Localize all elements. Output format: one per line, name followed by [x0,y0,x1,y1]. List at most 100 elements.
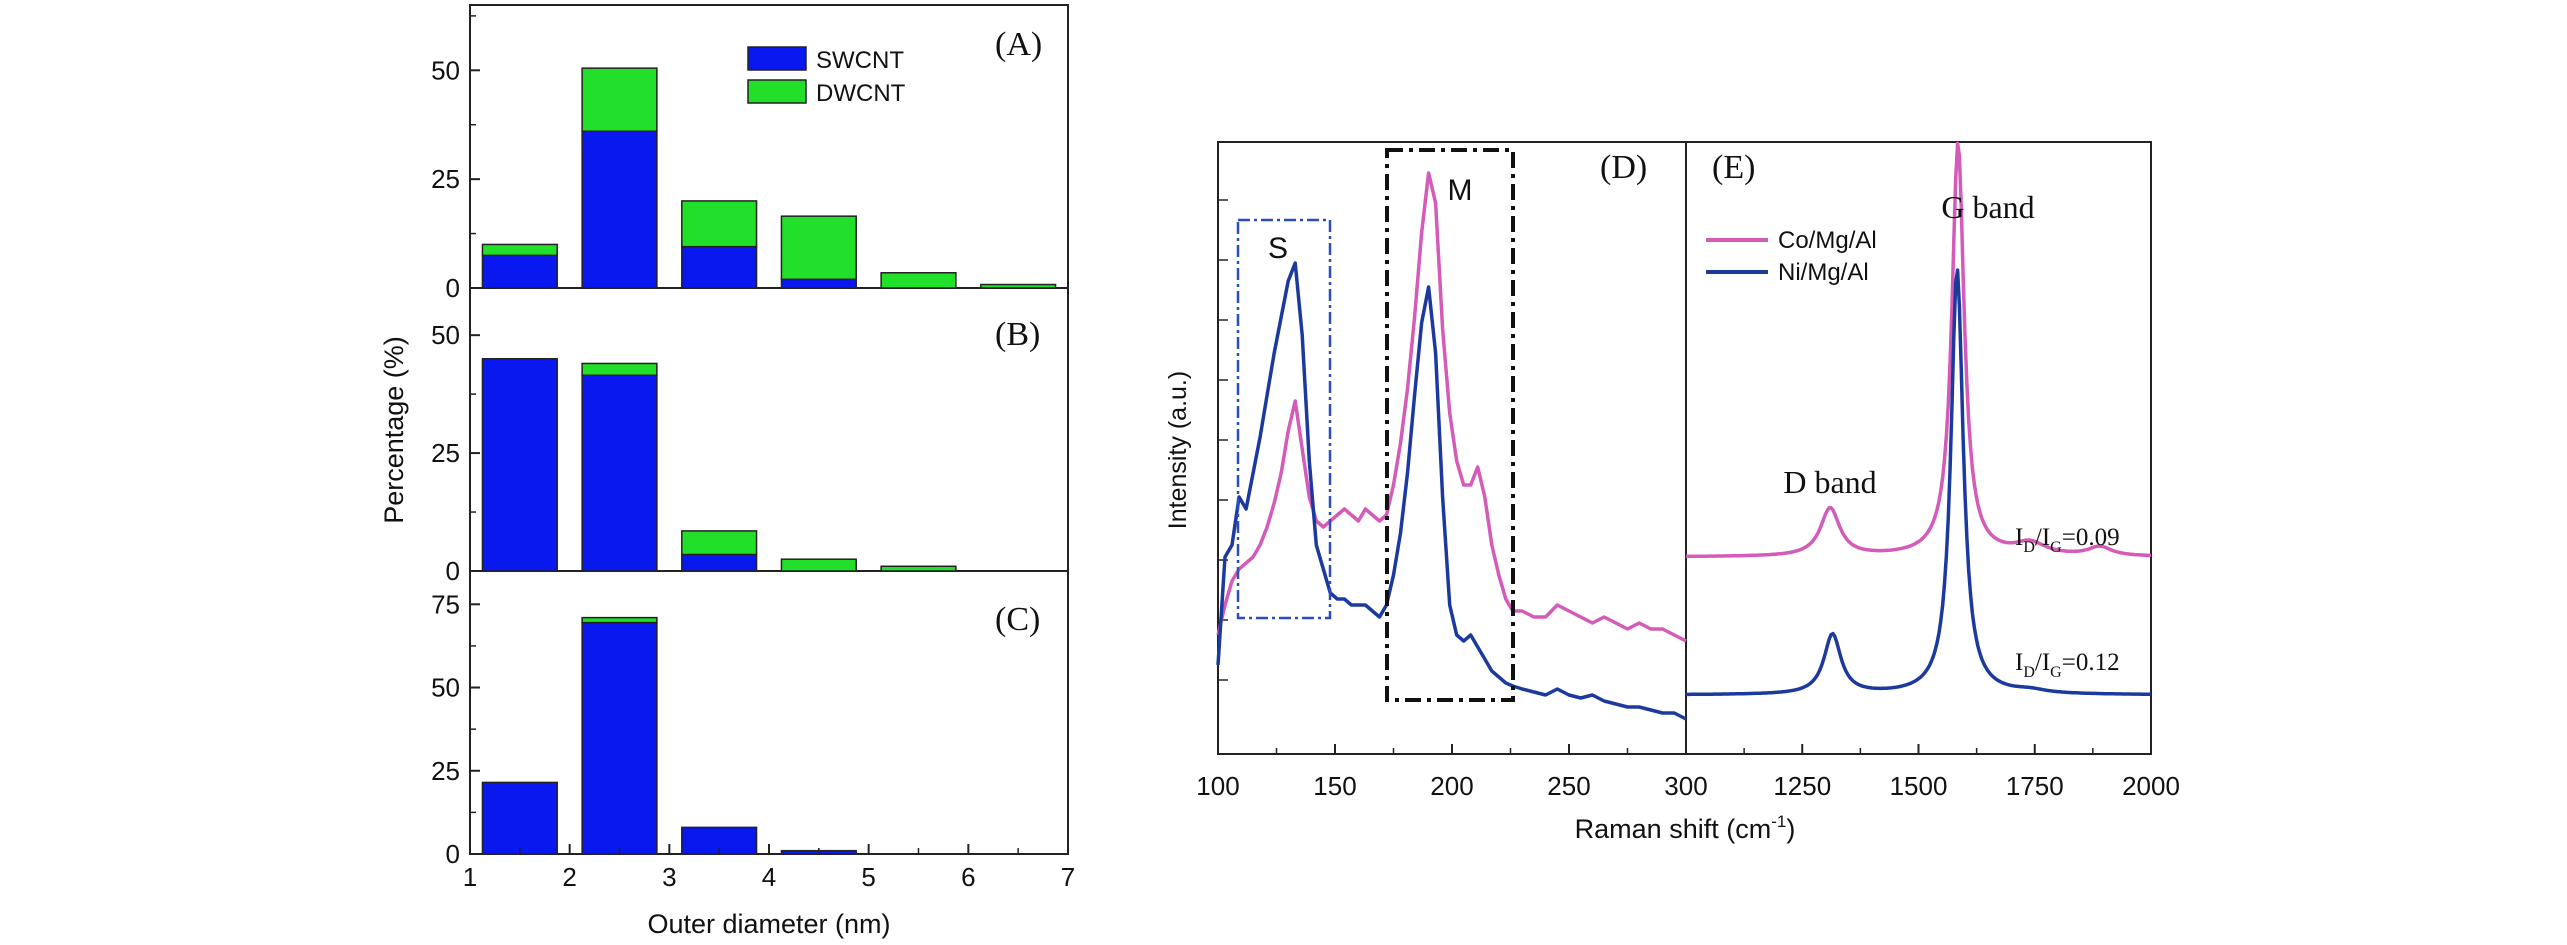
ytick-label-c-2: 50 [431,673,460,703]
legend-label-co: Co/Mg/Al [1778,227,1877,254]
raman-xlabel-end: ) [1786,814,1795,844]
m-region-box [1385,148,1515,702]
bars-panel-b [481,358,957,572]
svg-text:ID/IG=0.12: ID/IG=0.12 [2015,649,2120,681]
bar-a-swcnt-0 [481,254,558,289]
xtick-label-left-0: 1 [463,862,477,892]
spectrum-e-co [1686,141,2151,559]
ratio-ni-sub-g: G [2050,664,2062,681]
ratio-co-slash: /I [2035,524,2050,551]
ytick-label-a-0: 0 [446,273,460,303]
xtick-label-left-2: 3 [662,862,676,892]
svg-text:ID/IG=0.09: ID/IG=0.09 [2015,524,2120,556]
xtick-label-left-4: 5 [861,862,875,892]
ytick-label-c-1: 25 [431,756,460,786]
panel-label-a: (A) [995,26,1042,63]
bar-c-swcnt-0 [481,781,558,855]
ratio-label-co: ID/IG=0.09 [2015,524,2120,556]
spectrum-d-ni [1216,261,1687,721]
ratio-co-sub-d: D [2023,539,2035,556]
panel-d-frame [1217,141,1687,755]
ratio-co-i: I [2015,524,2023,551]
bar-a-dwcnt-2 [681,200,758,248]
bar-a-dwcnt-4 [880,272,957,289]
bar-c-dwcnt-1 [581,616,658,624]
panel-c-frame [469,570,1069,855]
xtick-label-e-2: 1750 [2006,771,2064,801]
bar-b-dwcnt-3 [780,558,857,572]
g-band-label: G band [1941,189,2034,225]
raman-xlabel-sup: -1 [1771,812,1786,831]
bar-b-swcnt-1 [581,374,658,572]
histogram-panels: 0 25 50 0 25 50 0 25 50 75 1 2 3 4 5 6 7 (A) (B) (C) SWC… [379,4,1075,939]
bar-b-swcnt-0 [481,358,558,572]
legend-label-swcnt: SWCNT [816,47,904,74]
bars-panel-a [481,67,1057,289]
spectrum-d-co [1216,171,1687,643]
xtick-label-left-1: 2 [562,862,576,892]
s-region-box [1236,218,1332,620]
right-axis-ticks: 100 150 200 250 300 1250 1500 1750 2000 [1196,199,2180,801]
bar-a-dwcnt-0 [481,243,558,257]
left-axis-ticks: 0 25 50 0 25 50 0 25 50 75 1 2 3 4 5 6 7 [431,15,1075,892]
bar-a-dwcnt-3 [780,215,857,281]
histogram-legend: SWCNT DWCNT [747,46,906,107]
s-region-label: S [1268,232,1288,265]
raman-xlabel-main: Raman shift (cm [1575,814,1772,844]
bar-a-swcnt-3 [780,278,857,289]
bar-b-dwcnt-1 [581,362,658,377]
ratio-ni-i: I [2015,649,2023,676]
xtick-label-d-3: 250 [1547,771,1590,801]
ytick-label-b-2: 50 [431,320,460,350]
legend-swatch-dwcnt [747,79,807,104]
ratio-co-value: =0.09 [2062,524,2120,551]
bar-a-swcnt-2 [681,245,758,289]
panel-label-b: (B) [995,316,1040,353]
xtick-label-left-5: 6 [961,862,975,892]
legend-label-dwcnt: DWCNT [816,80,906,107]
bar-b-dwcnt-2 [681,530,758,556]
ytick-label-c-0: 0 [446,839,460,869]
bar-a-dwcnt-1 [581,67,658,133]
bar-a-dwcnt-5 [980,283,1057,289]
x-axis-label-raman-shift: Raman shift (cm-1) [1575,812,1796,844]
ratio-ni-value: =0.12 [2062,649,2120,676]
panel-label-d: (D) [1600,149,1647,186]
xtick-label-d-0: 100 [1196,771,1239,801]
y-axis-label-percentage: Percentage (%) [379,336,409,524]
ratio-label-ni: ID/IG=0.12 [2015,649,2120,681]
xtick-label-e-3: 2000 [2122,771,2180,801]
ratio-ni-slash: /I [2035,649,2050,676]
bar-a-swcnt-1 [581,130,658,289]
xtick-label-e-1: 1500 [1890,771,1948,801]
panel-label-e: (E) [1712,149,1755,186]
legend-swatch-swcnt [747,46,807,71]
spectrum-e-ni [1686,268,2151,697]
raman-legend: Co/Mg/Al Ni/Mg/Al [1706,227,1877,286]
bars-panel-c [481,616,857,855]
ytick-label-a-1: 25 [431,164,460,194]
ratio-ni-sub-d: D [2023,664,2035,681]
ytick-label-b-0: 0 [446,556,460,586]
y-axis-label-intensity: Intensity (a.u.) [1164,371,1192,529]
spectra-panel-d [1216,171,1687,721]
panel-label-c: (C) [995,601,1040,638]
legend-label-ni: Ni/Mg/Al [1778,259,1869,286]
ytick-label-a-2: 50 [431,55,460,85]
m-region-label: M [1448,174,1473,207]
xtick-label-d-1: 150 [1313,771,1356,801]
raman-panels: 100 150 200 250 300 1250 1500 1750 2000 S M (D) … [1164,141,2180,844]
d-band-label: D band [1783,464,1876,500]
ratio-co-sub-g: G [2050,539,2062,556]
ytick-label-b-1: 25 [431,438,460,468]
bar-b-dwcnt-4 [880,565,957,572]
xtick-label-d-4: 300 [1664,771,1707,801]
panel-b-frame [469,287,1069,572]
spectra-panel-e [1686,141,2151,697]
xtick-label-left-6: 7 [1061,862,1075,892]
xtick-label-left-3: 4 [762,862,776,892]
x-axis-label-diameter: Outer diameter (nm) [647,909,890,939]
xtick-label-e-0: 1250 [1773,771,1831,801]
xtick-label-d-2: 200 [1430,771,1473,801]
